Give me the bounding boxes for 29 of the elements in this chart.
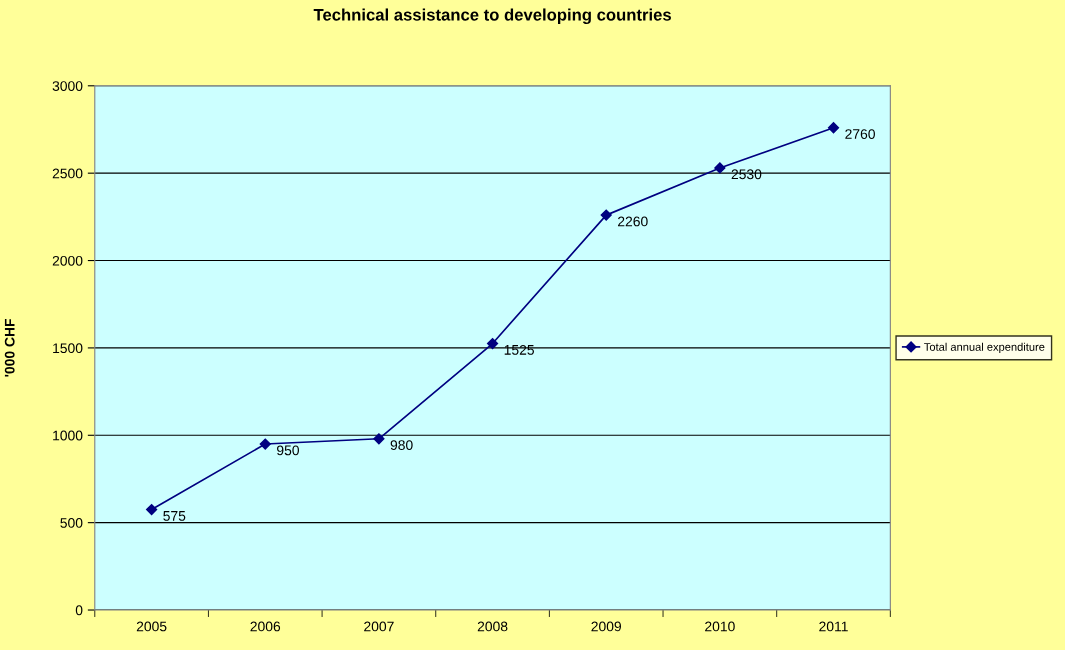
x-tick-label: 2008	[477, 621, 508, 632]
x-tick-label: 2011	[819, 621, 848, 632]
x-tick-label: 2007	[364, 621, 394, 632]
point	[373, 433, 385, 445]
x-tick-label: 2006	[250, 621, 281, 632]
data-label: 2260	[618, 216, 648, 227]
data-label: 575	[163, 511, 186, 521]
y-tick-label: 1500	[53, 343, 83, 354]
y-tick-label: 500	[60, 517, 83, 528]
y-tick-label: 0	[75, 605, 83, 616]
data-label: 950	[277, 445, 299, 456]
x-tick-label: 2005	[136, 621, 167, 632]
data-label: 2760	[845, 129, 875, 139]
legend-label: Total annual expenditure	[924, 342, 1045, 354]
point	[146, 503, 158, 516]
chart-title: Technical assistance to developing countries	[313, 8, 671, 25]
point	[486, 337, 499, 350]
y-axis-title: '000 CHF	[4, 318, 15, 377]
y-tick-label: 3000	[52, 81, 83, 91]
point	[259, 438, 271, 450]
y-tick-label: 1000	[53, 430, 83, 441]
point	[714, 162, 726, 174]
data-label: 980	[390, 440, 413, 451]
point	[827, 122, 840, 134]
y-tick-label: 2000	[52, 255, 83, 266]
x-tick-label: 2009	[591, 621, 622, 632]
y-tick-label: 2500	[52, 168, 83, 179]
point	[600, 209, 612, 221]
x-tick-label: 2010	[705, 621, 735, 632]
